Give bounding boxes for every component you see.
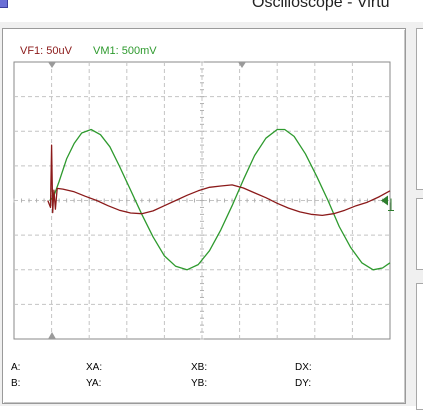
- cursor-marker-top: [238, 62, 246, 68]
- readout-b-label: B:: [11, 378, 21, 389]
- trigger-level-marker: [381, 195, 388, 206]
- cursor-markers: [48, 62, 394, 339]
- title-bar: Oscilloscope - Virtu: [0, 0, 423, 22]
- vm1-trace: [49, 128, 391, 271]
- readout-ya-label: YA:: [86, 378, 102, 389]
- readout-dx-label: DX:: [295, 362, 312, 373]
- right-control-panel-middle: [416, 198, 423, 270]
- readout-a-label: A:: [11, 362, 21, 373]
- readout-xb-label: XB:: [191, 362, 208, 373]
- vm1-channel-label: VM1: 500mV: [93, 45, 157, 57]
- vf1-trace: [47, 144, 391, 217]
- readout-xa-label: XA:: [86, 362, 103, 373]
- cursor-marker-bottom: [48, 332, 56, 339]
- cursor-marker-top: [48, 62, 56, 68]
- traces: [47, 128, 391, 271]
- readout-yb-label: YB:: [191, 378, 208, 389]
- vf1-channel-label: VF1: 50uV: [20, 45, 72, 57]
- readout-dy-label: DY:: [295, 378, 312, 389]
- right-control-panel-top: [416, 28, 423, 190]
- app-icon: [0, 0, 8, 8]
- grid: [13, 61, 391, 340]
- window-title: Oscilloscope - Virtu: [252, 0, 390, 11]
